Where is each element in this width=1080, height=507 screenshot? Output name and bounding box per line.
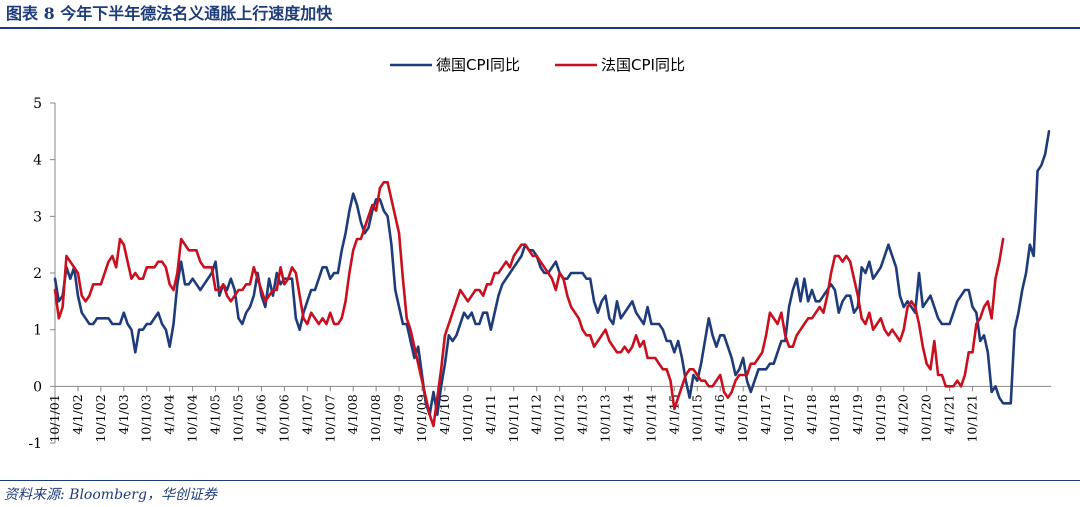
- x-tick-label: 4/1/16: [712, 394, 727, 434]
- x-tick-label: 10/1/12: [552, 394, 567, 442]
- x-tick-label: 4/1/05: [208, 394, 223, 434]
- x-tick-label: 10/1/03: [139, 394, 154, 442]
- line-chart: 德国CPI同比 法国CPI同比 -1 0 1 2 3 4 5 10/1/01 4/1/02 10/…: [28, 56, 1051, 452]
- y-tick-label: 1: [33, 323, 42, 339]
- x-tick-label: 10/1/13: [598, 394, 613, 442]
- x-tick-label: 10/1/11: [506, 394, 521, 442]
- x-tick-label: 4/1/21: [942, 394, 957, 434]
- x-tick-label: 10/1/19: [873, 394, 888, 442]
- series-line-germany: [53, 130, 1051, 416]
- series-layer: [53, 130, 1051, 428]
- x-tick-label: 4/1/02: [70, 394, 85, 434]
- legend-label-germany: 德国CPI同比: [436, 56, 520, 74]
- x-tick-label: 4/1/20: [896, 394, 911, 434]
- x-tick-label: 4/1/10: [437, 394, 452, 434]
- y-tick-label: 3: [33, 209, 42, 225]
- x-tick-label: 10/1/15: [689, 394, 704, 442]
- source-note: 资料来源: Bloomberg，华创证券: [4, 487, 217, 503]
- x-tick-label: 10/1/01: [47, 394, 62, 442]
- x-tick-label: 10/1/10: [460, 394, 475, 442]
- x-tick-label: 4/1/08: [345, 394, 360, 434]
- legend-label-france: 法国CPI同比: [601, 56, 685, 74]
- y-tick-label: 2: [33, 266, 42, 282]
- x-tick-label: 10/1/07: [322, 394, 337, 442]
- x-tick-label: 4/1/17: [758, 394, 773, 434]
- x-tick-label: 10/1/05: [231, 394, 246, 442]
- x-tick-label: 10/1/09: [414, 394, 429, 442]
- x-tick-label: 4/1/04: [162, 394, 177, 434]
- title-rule: [0, 27, 1080, 29]
- x-tick-label: 10/1/06: [276, 394, 291, 442]
- y-tick-label: -1: [28, 436, 42, 452]
- legend: 德国CPI同比 法国CPI同比: [390, 56, 685, 74]
- x-tick-label: 4/1/12: [529, 394, 544, 434]
- x-tick-label: 4/1/06: [253, 394, 268, 434]
- figure-title: 图表 8 今年下半年德法名义通胀上行速度加快: [6, 4, 333, 23]
- x-tick-label: 4/1/11: [483, 394, 498, 434]
- footer-rule: [0, 480, 1080, 481]
- x-tick-label: 10/1/02: [93, 394, 108, 442]
- x-tick-label: 10/1/20: [919, 394, 934, 442]
- x-tick-label: 4/1/14: [620, 394, 635, 434]
- x-tick-label: 4/1/15: [666, 394, 681, 434]
- x-tick-label: 4/1/13: [575, 394, 590, 434]
- x-tick-label: 4/1/07: [299, 394, 314, 434]
- y-tick-label: 0: [33, 379, 42, 395]
- x-tick-label: 10/1/08: [368, 394, 383, 442]
- x-tick-label: 4/1/18: [804, 394, 819, 434]
- x-tick-label: 10/1/21: [965, 394, 980, 442]
- x-tick-label: 10/1/18: [827, 394, 842, 442]
- x-tick-label: 4/1/19: [850, 394, 865, 434]
- x-tick-label: 10/1/16: [735, 394, 750, 442]
- x-tick-label: 10/1/04: [185, 394, 200, 442]
- series-line-france: [53, 181, 1005, 428]
- x-tick-label: 10/1/14: [643, 394, 658, 442]
- x-tick-label: 10/1/17: [781, 394, 796, 442]
- y-tick-label: 5: [33, 96, 42, 112]
- x-tick-label: 4/1/03: [116, 394, 131, 434]
- x-tick-label: 4/1/09: [391, 394, 406, 434]
- axes: -1 0 1 2 3 4 5 10/1/01 4/1/02 10/1/02 4/1/03 10/1/0…: [28, 96, 1051, 452]
- y-tick-label: 4: [33, 153, 42, 169]
